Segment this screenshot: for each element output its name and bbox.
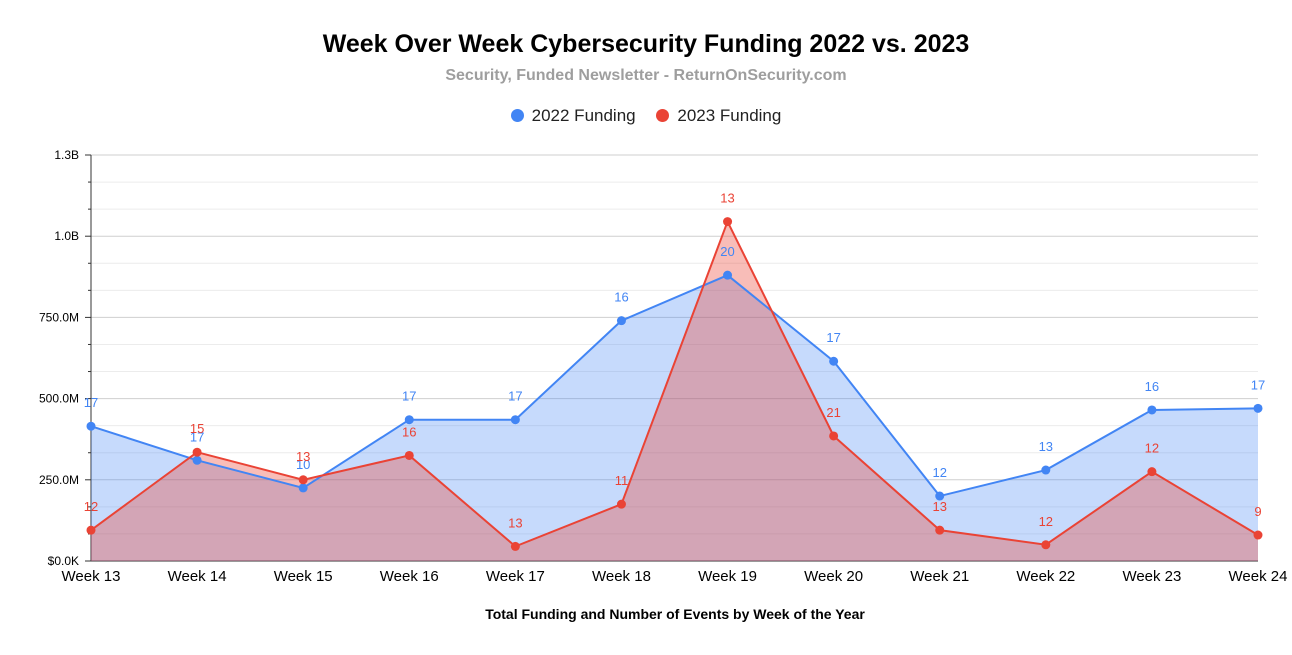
point-2023-funding: [1147, 467, 1157, 477]
data-label-2022-funding: 16: [614, 290, 628, 305]
x-tick-label: Week 17: [486, 568, 545, 585]
data-label-2023-funding: 21: [826, 405, 840, 420]
point-2023-funding: [298, 475, 308, 485]
point-2022-funding: [192, 455, 202, 465]
point-2022-funding: [1041, 465, 1051, 475]
data-label-2023-funding: 13: [932, 499, 946, 514]
point-2023-funding: [1253, 530, 1263, 540]
legend-label-2023: 2023 Funding: [677, 106, 782, 125]
data-label-2023-funding: 11: [615, 473, 629, 488]
data-label-2023-funding: 13: [508, 515, 522, 530]
point-2022-funding: [510, 415, 520, 425]
point-2022-funding: [723, 270, 733, 280]
point-2022-funding: [404, 415, 414, 425]
point-2023-funding: [723, 217, 733, 227]
x-tick-label: Week 22: [1016, 568, 1075, 585]
point-2022-funding: [298, 483, 308, 493]
point-2023-funding: [829, 431, 839, 441]
point-2023-funding: [935, 525, 945, 535]
x-tick-label: Week 13: [62, 568, 121, 585]
data-label-2023-funding: 13: [296, 449, 310, 464]
data-label-2022-funding: 12: [932, 465, 946, 480]
data-label-2022-funding: 16: [1145, 379, 1159, 394]
data-label-2022-funding: 10: [296, 457, 310, 472]
point-2022-funding: [86, 421, 96, 431]
line-2023-funding: [90, 219, 1259, 548]
data-label-2022-funding: 17: [826, 330, 840, 345]
data-label-2022-funding: 17: [402, 389, 416, 404]
legend-marker-2023: [656, 109, 670, 122]
y-tick-label: 750.0M: [39, 310, 79, 324]
point-2023-funding: [86, 525, 96, 535]
legend-item-2022[interactable]: 2022 Funding: [510, 106, 636, 126]
chart-title: Week Over Week Cybersecurity Funding 202…: [322, 30, 970, 58]
x-tick-label: Week 24: [1229, 568, 1288, 585]
x-tick-label: Week 21: [910, 568, 969, 585]
y-tick-label: 500.0M: [39, 392, 79, 406]
data-label-2022-funding: 17: [1251, 377, 1265, 392]
data-label-2022-funding: 17: [508, 389, 522, 404]
legend-label-2022: 2022 Funding: [531, 106, 636, 125]
data-label-2023-funding: 12: [1145, 441, 1159, 456]
point-2023-funding: [1041, 540, 1051, 550]
line-2022-funding: [90, 274, 1259, 498]
y-tick-label: 250.0M: [39, 473, 79, 487]
x-tick-label: Week 19: [698, 568, 757, 585]
y-tick-label: 1.3B: [54, 148, 79, 162]
x-tick-label: Week 15: [274, 568, 333, 585]
area-2022-funding: [91, 275, 1258, 561]
x-tick-label: Week 14: [168, 568, 227, 585]
point-2022-funding: [935, 491, 945, 501]
area-2023-funding: [91, 221, 1258, 562]
data-label-2022-funding: 20: [720, 244, 734, 259]
x-axis-title: Total Funding and Number of Events by We…: [485, 606, 865, 622]
point-2023-funding: [404, 450, 414, 460]
data-label-2022-funding: 13: [1039, 439, 1053, 454]
y-tick-label: 1.0B: [54, 229, 79, 243]
point-2022-funding: [1253, 403, 1263, 413]
data-label-2022-funding: 17: [84, 395, 98, 410]
point-2023-funding: [192, 447, 202, 457]
y-tick-label: $0.0K: [48, 554, 79, 568]
legend: 2022 Funding 2023 Funding: [0, 106, 1292, 126]
x-tick-label: Week 23: [1122, 568, 1181, 585]
point-2023-funding: [510, 541, 520, 551]
legend-item-2023[interactable]: 2023 Funding: [656, 106, 781, 126]
data-label-2023-funding: 15: [190, 421, 204, 436]
x-tick-label: Week 18: [592, 568, 651, 585]
chart-subtitle: Security, Funded Newsletter - ReturnOnSe…: [445, 67, 847, 84]
point-2022-funding: [616, 316, 626, 326]
point-2022-funding: [829, 356, 839, 366]
x-tick-label: Week 16: [380, 568, 439, 585]
data-label-2023-funding: 16: [402, 424, 416, 439]
data-label-2022-funding: 17: [190, 429, 204, 444]
x-tick-label: Week 20: [804, 568, 863, 585]
point-2022-funding: [1147, 405, 1157, 415]
data-label-2023-funding: 12: [84, 499, 98, 514]
legend-marker-2022: [510, 109, 524, 122]
data-label-2023-funding: 12: [1039, 514, 1053, 529]
data-label-2023-funding: 13: [720, 191, 734, 206]
data-label-2023-funding: 9: [1254, 504, 1261, 519]
point-2023-funding: [616, 499, 626, 509]
